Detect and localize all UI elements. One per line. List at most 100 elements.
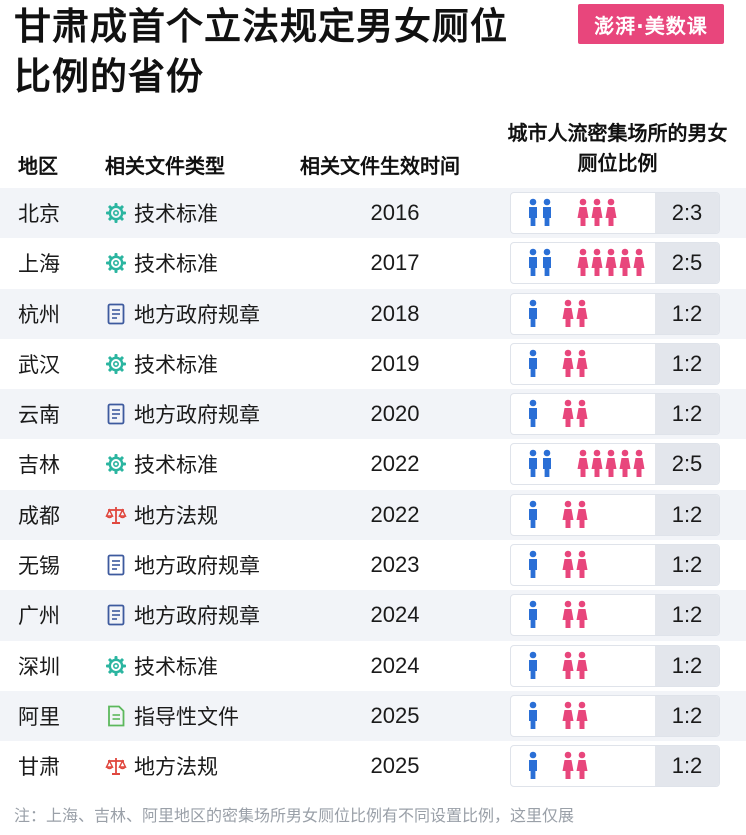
effective-year: 2019 [370,350,420,376]
city-name: 云南 [18,403,60,428]
table-row: 吉林 技术标准 2022 2:5 [0,439,746,489]
female-figure-icon [562,651,574,679]
ratio-table: 北京 技术标准 2016 2:3 上海 技术标准 2017 2:5 杭州 地方政府规章 2018 1:… [0,188,746,792]
male-figure-icon [529,399,537,428]
doc-type-label: 地方政府规章 [134,554,260,579]
ratio-label: 1:2 [655,343,719,384]
table-row: 阿里 指导性文件 2025 1:2 [0,690,746,742]
ratio-visual: 1:2 [510,393,720,436]
ratio-label: 2:5 [655,243,719,284]
gear-icon [104,201,128,225]
female-figure-icon [562,550,574,579]
female-figure-icon [605,450,617,478]
ratio-figures [529,701,588,729]
ratio-visual: 1:2 [510,694,720,737]
effective-year: 2016 [370,200,420,225]
female-figure-icon [562,399,574,428]
ratio-visual: 1:2 [510,493,720,536]
document-icon [104,603,128,627]
effective-year: 2017 [370,250,420,276]
ratio-label: 1:2 [655,645,719,686]
ratio-visual: 1:2 [510,745,720,788]
ratio-figures [529,550,588,579]
doc-type-label: 地方法规 [134,755,218,780]
male-figure-icon [529,248,537,277]
female-figure-icon [576,500,588,528]
female-figure-icon [576,751,588,780]
female-figure-icon [577,450,589,478]
female-figure-icon [577,248,589,277]
female-figure-icon [562,299,574,327]
doc-type: 地方政府规章 [104,540,260,590]
female-figure-icon [633,248,645,277]
table-row: 北京 技术标准 2016 2:3 [0,188,746,239]
male-figure-icon [529,349,537,377]
doc-type-label: 指导性文件 [134,704,239,729]
ratio-visual: 2:3 [510,192,720,234]
ratio-visual: 1:2 [510,292,720,335]
city-name: 无锡 [18,554,60,579]
male-figure-icon [529,500,537,528]
ratio-label: 2:3 [655,193,719,233]
doc-type-label: 地方政府规章 [134,302,260,327]
city-name: 成都 [18,503,60,528]
ratio-label: 1:2 [655,293,719,334]
footnote: 注：上海、吉林、阿里地区的密集场所男女厕位比例有不同设置比例，这里仅展 [14,806,575,825]
city-name: 上海 [18,252,60,277]
column-header-effective-time: 相关文件生效时间 [300,154,460,178]
female-figure-icon [576,299,588,327]
male-figure-icon [529,550,537,579]
table-row: 广州 地方政府规章 2024 1:2 [0,590,746,641]
table-row: 云南 地方政府规章 2020 1:2 [0,389,746,440]
male-figure-icon [529,299,537,327]
gear-icon [104,352,128,376]
city-name: 广州 [18,604,60,629]
effective-year: 2022 [370,501,420,527]
ratio-label: 1:2 [655,545,719,586]
effective-year: 2025 [370,702,420,728]
female-figure-icon [562,751,574,780]
effective-year: 2024 [370,602,420,628]
ratio-visual: 1:2 [510,644,720,687]
city-name: 阿里 [18,704,60,729]
table-row: 上海 技术标准 2017 2:5 [0,238,746,288]
doc-type: 技术标准 [104,188,218,238]
table-row: 甘肃 地方法规 2025 1:2 [0,741,746,791]
gear-icon [104,251,128,275]
male-figure-icon [529,751,537,780]
table-row: 杭州 地方政府规章 2018 1:2 [0,288,746,339]
doc-type: 指导性文件 [104,691,239,741]
ratio-figures [529,299,588,327]
column-header-ratio: 城市人流密集场所的男女厕位比例 [507,121,728,175]
effective-year: 2023 [370,552,420,578]
ratio-visual: 2:5 [510,242,720,285]
female-figure-icon [562,500,574,528]
effective-year: 2022 [370,451,420,477]
doc-type-label: 技术标准 [134,352,218,377]
ratio-figures [529,751,588,780]
male-figure-icon [543,248,551,277]
doc-type: 地方政府规章 [104,590,260,640]
ratio-figures [529,198,617,226]
female-figure-icon [605,248,617,277]
effective-year: 2020 [370,401,420,427]
female-figure-icon [591,248,603,277]
doc-type-label: 地方政府规章 [134,403,260,428]
document-icon [104,302,128,326]
ratio-figures [529,500,588,528]
table-row: 武汉 技术标准 2019 1:2 [0,339,746,389]
column-header-city: 地区 [18,154,58,178]
female-figure-icon [619,248,631,277]
doc-type: 技术标准 [104,238,218,288]
page-title: 甘肃成首个立法规定男女厕位比例的省份 [14,5,508,98]
table-row: 无锡 地方政府规章 2023 1:2 [0,540,746,590]
female-figure-icon [591,198,603,226]
doc-type: 技术标准 [104,439,218,489]
female-figure-icon [562,601,574,629]
ratio-label: 1:2 [655,746,719,787]
document-icon [104,402,128,426]
city-name: 杭州 [18,302,60,327]
gear-icon [104,654,128,678]
table-row: 成都 地方法规 2022 1:2 [0,489,746,541]
female-figure-icon [576,349,588,377]
